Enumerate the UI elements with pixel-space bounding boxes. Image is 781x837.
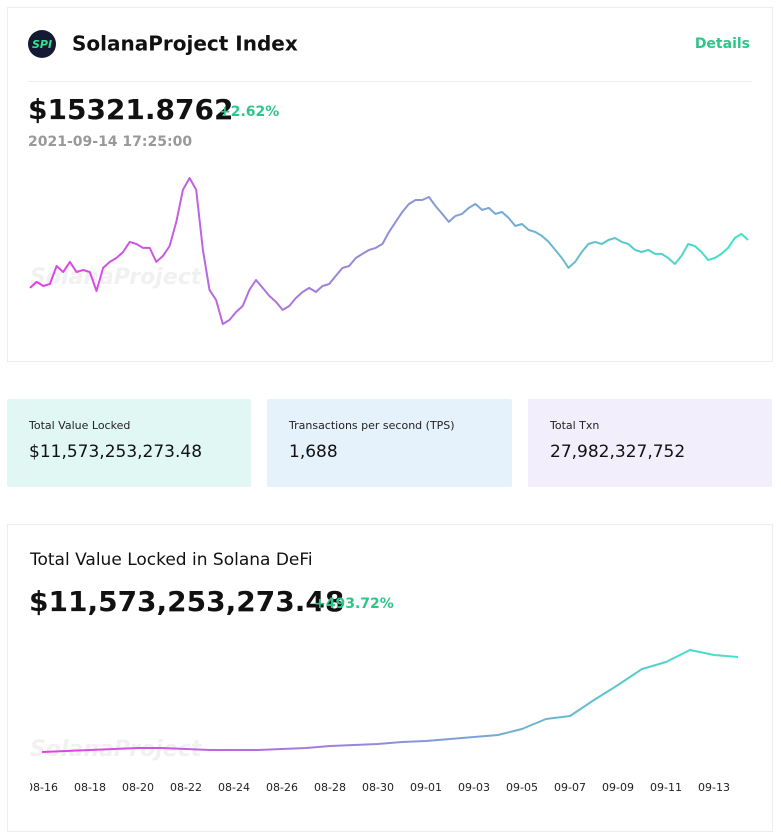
x-tick-label: 09-01 bbox=[410, 781, 442, 794]
x-tick-label: 08-22 bbox=[170, 781, 202, 794]
x-tick-label: 08-30 bbox=[362, 781, 394, 794]
x-tick-label: 09-13 bbox=[698, 781, 730, 794]
x-tick-label: 08-28 bbox=[314, 781, 346, 794]
logo-text: SPI bbox=[32, 38, 52, 51]
tvl-change: +493.72% bbox=[314, 596, 394, 612]
stat-label: Total Txn bbox=[549, 419, 599, 432]
tvl-title: Total Value Locked in Solana DeFi bbox=[29, 550, 313, 570]
x-tick-label: 08-18 bbox=[74, 781, 106, 794]
price-change: +2.62% bbox=[219, 104, 279, 120]
x-tick-label: 09-07 bbox=[554, 781, 586, 794]
x-tick-label: 08-16 bbox=[26, 781, 58, 794]
x-tick-label: 09-09 bbox=[602, 781, 634, 794]
line bbox=[29, 177, 749, 325]
tvl-value: $11,573,253,273.48 bbox=[29, 585, 344, 618]
line bbox=[41, 649, 739, 753]
tvl-card bbox=[7, 524, 773, 832]
title: SolanaProject Index bbox=[72, 32, 298, 56]
stat-value: 27,982,327,752 bbox=[550, 442, 685, 462]
stat-value: 1,688 bbox=[289, 442, 338, 462]
price: $15321.8762 bbox=[28, 93, 233, 126]
stat-card bbox=[7, 399, 251, 487]
x-tick-label: 09-03 bbox=[458, 781, 490, 794]
x-tick-label: 09-11 bbox=[650, 781, 682, 794]
timestamp: 2021-09-14 17:25:00 bbox=[28, 134, 192, 150]
x-tick-label: 08-24 bbox=[218, 781, 250, 794]
details-link[interactable]: Details bbox=[695, 36, 750, 52]
index-card bbox=[7, 7, 773, 362]
stat-label: Total Value Locked bbox=[28, 419, 130, 432]
stat-card bbox=[528, 399, 772, 487]
logo bbox=[28, 30, 56, 58]
stat-label: Transactions per second (TPS) bbox=[288, 419, 455, 432]
x-tick-label: 08-26 bbox=[266, 781, 298, 794]
x-tick-label: 08-20 bbox=[122, 781, 154, 794]
x-tick-label: 09-05 bbox=[506, 781, 538, 794]
tvl-chart: 08-16 08-18 08-20 08-22 08-24 08-26 08-28 08-30… bbox=[26, 649, 739, 794]
stat-value: $11,573,253,273.48 bbox=[29, 442, 202, 462]
stat-card bbox=[267, 399, 512, 487]
